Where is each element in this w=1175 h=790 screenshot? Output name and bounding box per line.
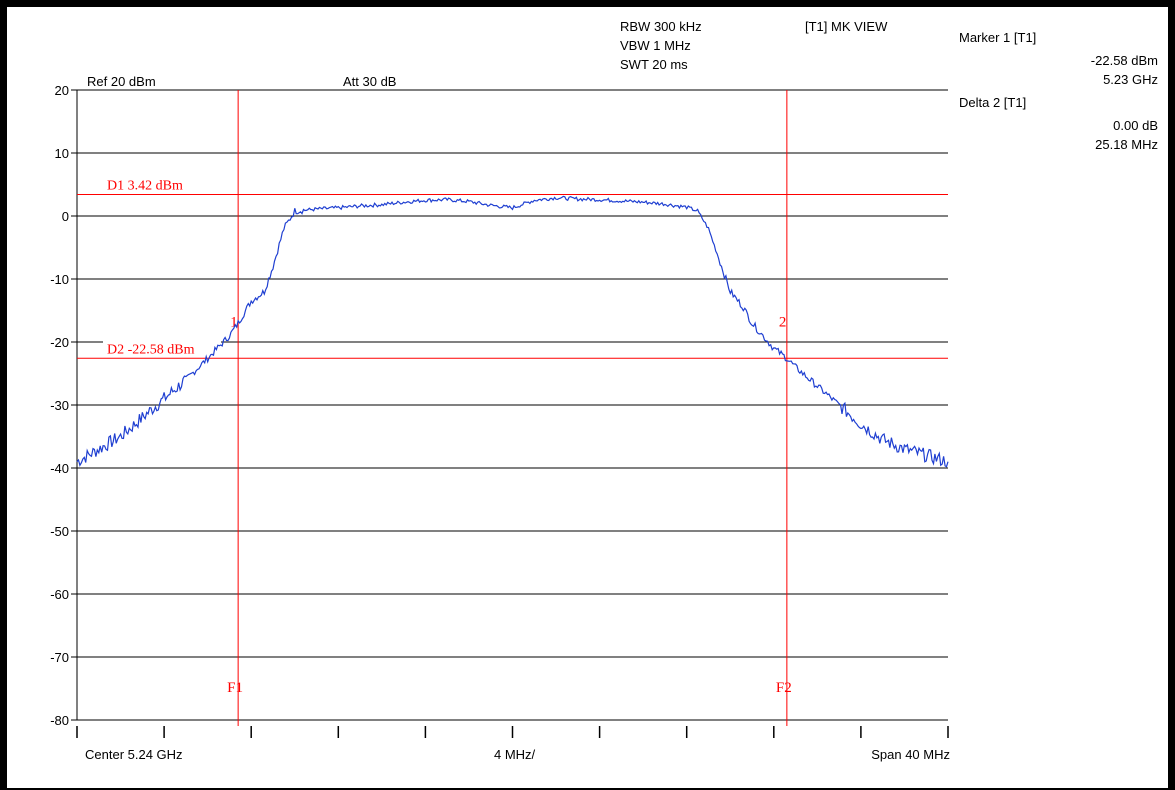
display-line-label-bg	[103, 176, 221, 193]
y-tick-label: 20	[55, 83, 69, 98]
frequency-per-division-label: 4 MHz/	[494, 747, 536, 762]
y-tick-label: 0	[62, 209, 69, 224]
ref-level-label: Ref 20 dBm	[87, 74, 156, 89]
display-line-label-bg	[103, 340, 221, 357]
display-line-label-d1: D1 3.42 dBm	[107, 178, 183, 193]
trace-mode-label: [T1] MK VIEW	[805, 19, 888, 34]
delta2-frequency: 25.18 MHz	[1095, 137, 1158, 152]
y-tick-label: -50	[50, 524, 69, 539]
y-tick-label: -10	[50, 272, 69, 287]
y-tick-label: -20	[50, 335, 69, 350]
y-tick-label: -40	[50, 461, 69, 476]
display-line-label-d2: D2 -22.58 dBm	[107, 342, 195, 357]
vbw-label: VBW 1 MHz	[620, 38, 691, 53]
span-label: Span 40 MHz	[871, 747, 950, 762]
attenuation-label: Att 30 dB	[343, 74, 397, 89]
center-frequency-label: Center 5.24 GHz	[85, 747, 183, 762]
marker-label-2: 2	[779, 314, 787, 330]
y-tick-label: 10	[55, 146, 69, 161]
marker-label-1: 1	[230, 314, 238, 330]
frequency-line-label-f2: F2	[776, 680, 792, 696]
marker1-title: Marker 1 [T1]	[959, 30, 1037, 45]
marker1-level: -22.58 dBm	[1090, 53, 1158, 68]
delta2-title: Delta 2 [T1]	[959, 95, 1027, 110]
sweep-time-label: SWT 20 ms	[620, 57, 688, 72]
marker1-frequency: 5.23 GHz	[1103, 72, 1158, 87]
y-tick-label: -30	[50, 398, 69, 413]
y-tick-label: -60	[50, 587, 69, 602]
trace-line	[76, 195, 949, 468]
frequency-line-label-f1: F1	[227, 680, 243, 696]
rbw-label: RBW 300 kHz	[620, 19, 702, 34]
spectrum-plot: 20 10 0 -10 -20 -30 -40 -50 -60 -70 -80 D1 3.42 dBm…	[50, 83, 949, 738]
y-tick-label: -70	[50, 650, 69, 665]
delta2-level: 0.00 dB	[1113, 118, 1158, 133]
y-tick-label: -80	[50, 713, 69, 728]
